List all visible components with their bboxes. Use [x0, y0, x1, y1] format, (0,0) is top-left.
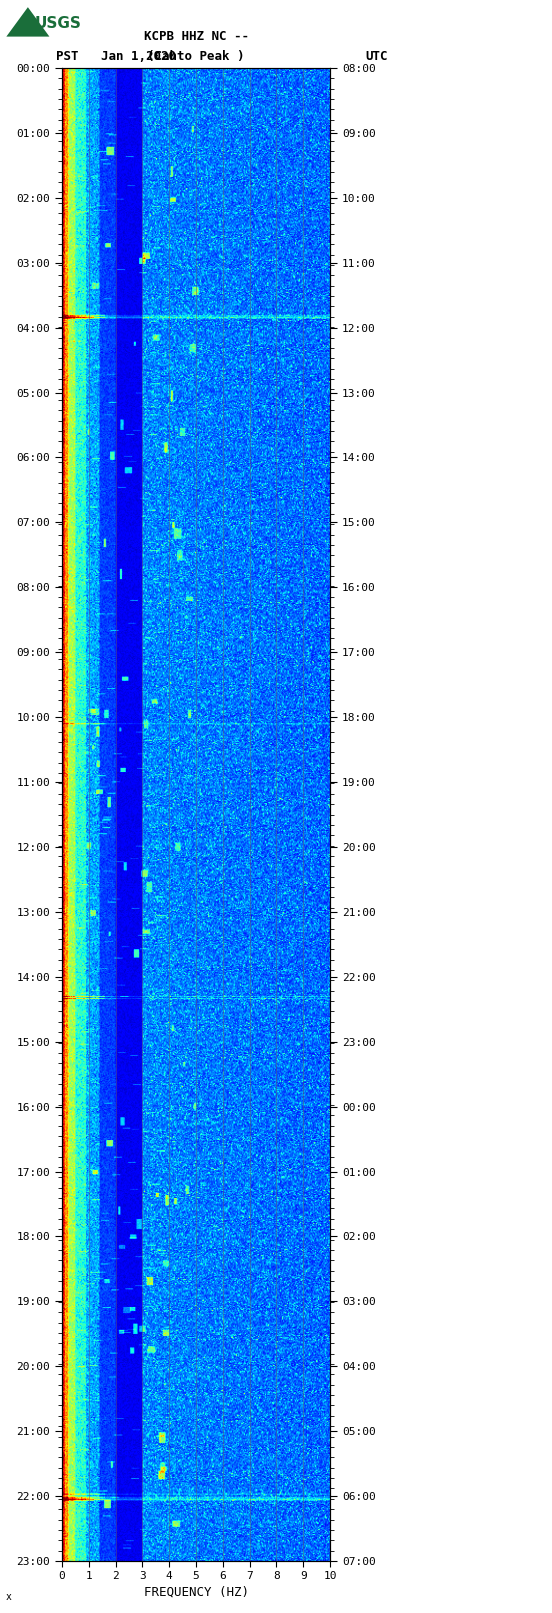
- Text: PST   Jan 1,2020: PST Jan 1,2020: [56, 50, 177, 63]
- Text: x: x: [6, 1592, 12, 1602]
- Text: KCPB HHZ NC --: KCPB HHZ NC --: [144, 31, 248, 44]
- Text: USGS: USGS: [35, 16, 82, 32]
- X-axis label: FREQUENCY (HZ): FREQUENCY (HZ): [144, 1586, 248, 1598]
- Text: (Cahto Peak ): (Cahto Peak ): [147, 50, 245, 63]
- Text: UTC: UTC: [365, 50, 388, 63]
- Polygon shape: [7, 6, 50, 37]
